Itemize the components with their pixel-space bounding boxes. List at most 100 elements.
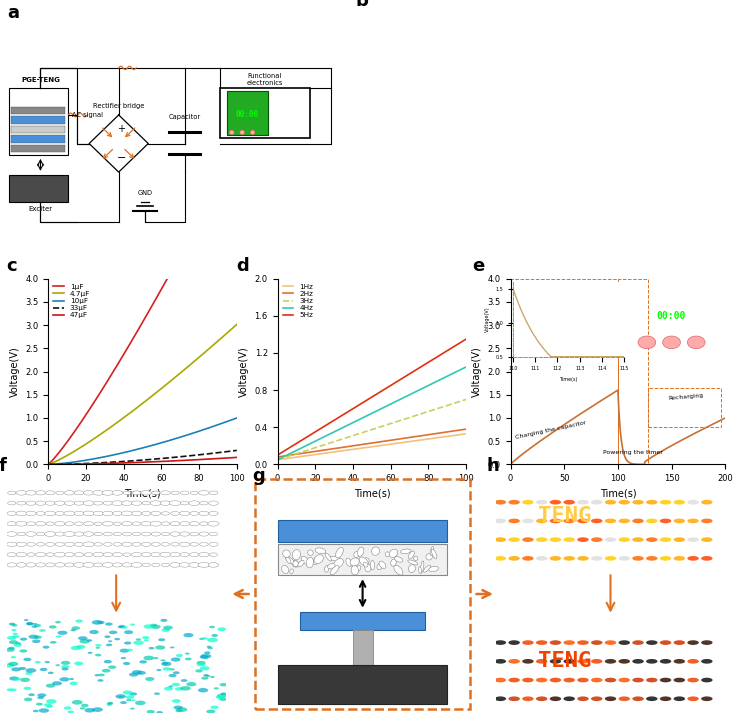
Bar: [220, 88, 310, 138]
Circle shape: [36, 521, 46, 526]
Circle shape: [701, 518, 713, 523]
Ellipse shape: [292, 549, 300, 560]
Circle shape: [72, 626, 80, 630]
Circle shape: [208, 521, 219, 526]
Circle shape: [141, 521, 152, 526]
Circle shape: [16, 542, 27, 546]
Circle shape: [591, 678, 602, 683]
Circle shape: [646, 678, 658, 683]
Circle shape: [24, 687, 31, 690]
Circle shape: [197, 662, 205, 667]
Ellipse shape: [394, 557, 403, 562]
Circle shape: [186, 682, 196, 686]
Circle shape: [97, 621, 104, 624]
Circle shape: [687, 556, 699, 561]
Circle shape: [185, 657, 192, 660]
Circle shape: [141, 552, 151, 557]
Circle shape: [150, 501, 161, 505]
Circle shape: [129, 672, 138, 677]
Circle shape: [577, 696, 589, 701]
Ellipse shape: [377, 563, 383, 570]
Circle shape: [16, 642, 21, 644]
Circle shape: [632, 640, 644, 645]
X-axis label: Time(s): Time(s): [124, 489, 161, 499]
Circle shape: [56, 635, 61, 638]
Circle shape: [209, 511, 218, 516]
Circle shape: [591, 537, 602, 542]
Ellipse shape: [400, 549, 411, 554]
Circle shape: [122, 563, 132, 567]
Circle shape: [74, 501, 84, 505]
Circle shape: [199, 532, 209, 536]
Circle shape: [605, 537, 616, 542]
Circle shape: [701, 696, 713, 701]
Circle shape: [113, 522, 121, 526]
Circle shape: [508, 556, 520, 561]
Circle shape: [218, 627, 226, 631]
Circle shape: [46, 684, 56, 688]
Circle shape: [132, 670, 142, 675]
Ellipse shape: [429, 567, 438, 572]
Circle shape: [673, 640, 685, 645]
Circle shape: [55, 532, 64, 536]
Circle shape: [67, 711, 74, 714]
Circle shape: [64, 563, 74, 567]
Circle shape: [13, 635, 20, 638]
Circle shape: [550, 696, 561, 701]
Circle shape: [55, 621, 61, 624]
Circle shape: [118, 696, 123, 698]
Circle shape: [50, 641, 57, 644]
Circle shape: [46, 563, 55, 567]
Circle shape: [36, 703, 43, 706]
Circle shape: [151, 625, 161, 629]
Circle shape: [75, 619, 83, 623]
Ellipse shape: [330, 565, 339, 575]
Circle shape: [7, 563, 17, 567]
Circle shape: [132, 552, 141, 557]
Circle shape: [197, 661, 206, 665]
Circle shape: [660, 659, 671, 664]
Circle shape: [577, 537, 589, 542]
Ellipse shape: [350, 558, 359, 566]
Circle shape: [172, 683, 180, 686]
Circle shape: [161, 660, 166, 662]
Ellipse shape: [431, 549, 437, 559]
Circle shape: [550, 640, 561, 645]
Circle shape: [121, 626, 128, 629]
Circle shape: [522, 518, 534, 523]
Circle shape: [29, 634, 38, 639]
Circle shape: [44, 531, 56, 536]
Circle shape: [550, 500, 561, 505]
Circle shape: [210, 676, 215, 678]
Circle shape: [80, 707, 85, 710]
Circle shape: [71, 646, 81, 650]
Circle shape: [9, 676, 18, 680]
Circle shape: [45, 511, 56, 516]
Ellipse shape: [419, 567, 422, 574]
Circle shape: [210, 706, 218, 709]
Text: Recharging: Recharging: [667, 393, 704, 401]
Ellipse shape: [420, 561, 424, 573]
Circle shape: [591, 500, 602, 505]
Circle shape: [94, 563, 103, 567]
Ellipse shape: [356, 565, 360, 572]
Circle shape: [112, 563, 122, 567]
Ellipse shape: [308, 550, 313, 555]
Circle shape: [64, 552, 74, 557]
Circle shape: [142, 636, 149, 639]
Circle shape: [75, 522, 84, 526]
Circle shape: [26, 511, 36, 516]
Circle shape: [64, 511, 75, 516]
Circle shape: [27, 522, 36, 526]
Circle shape: [94, 532, 102, 536]
Circle shape: [179, 562, 190, 567]
Circle shape: [93, 552, 104, 557]
Circle shape: [158, 638, 165, 642]
Circle shape: [103, 552, 112, 557]
Circle shape: [619, 556, 630, 561]
Circle shape: [151, 552, 161, 557]
Circle shape: [673, 500, 685, 505]
Ellipse shape: [281, 565, 289, 574]
Circle shape: [175, 687, 184, 690]
Circle shape: [494, 696, 506, 701]
